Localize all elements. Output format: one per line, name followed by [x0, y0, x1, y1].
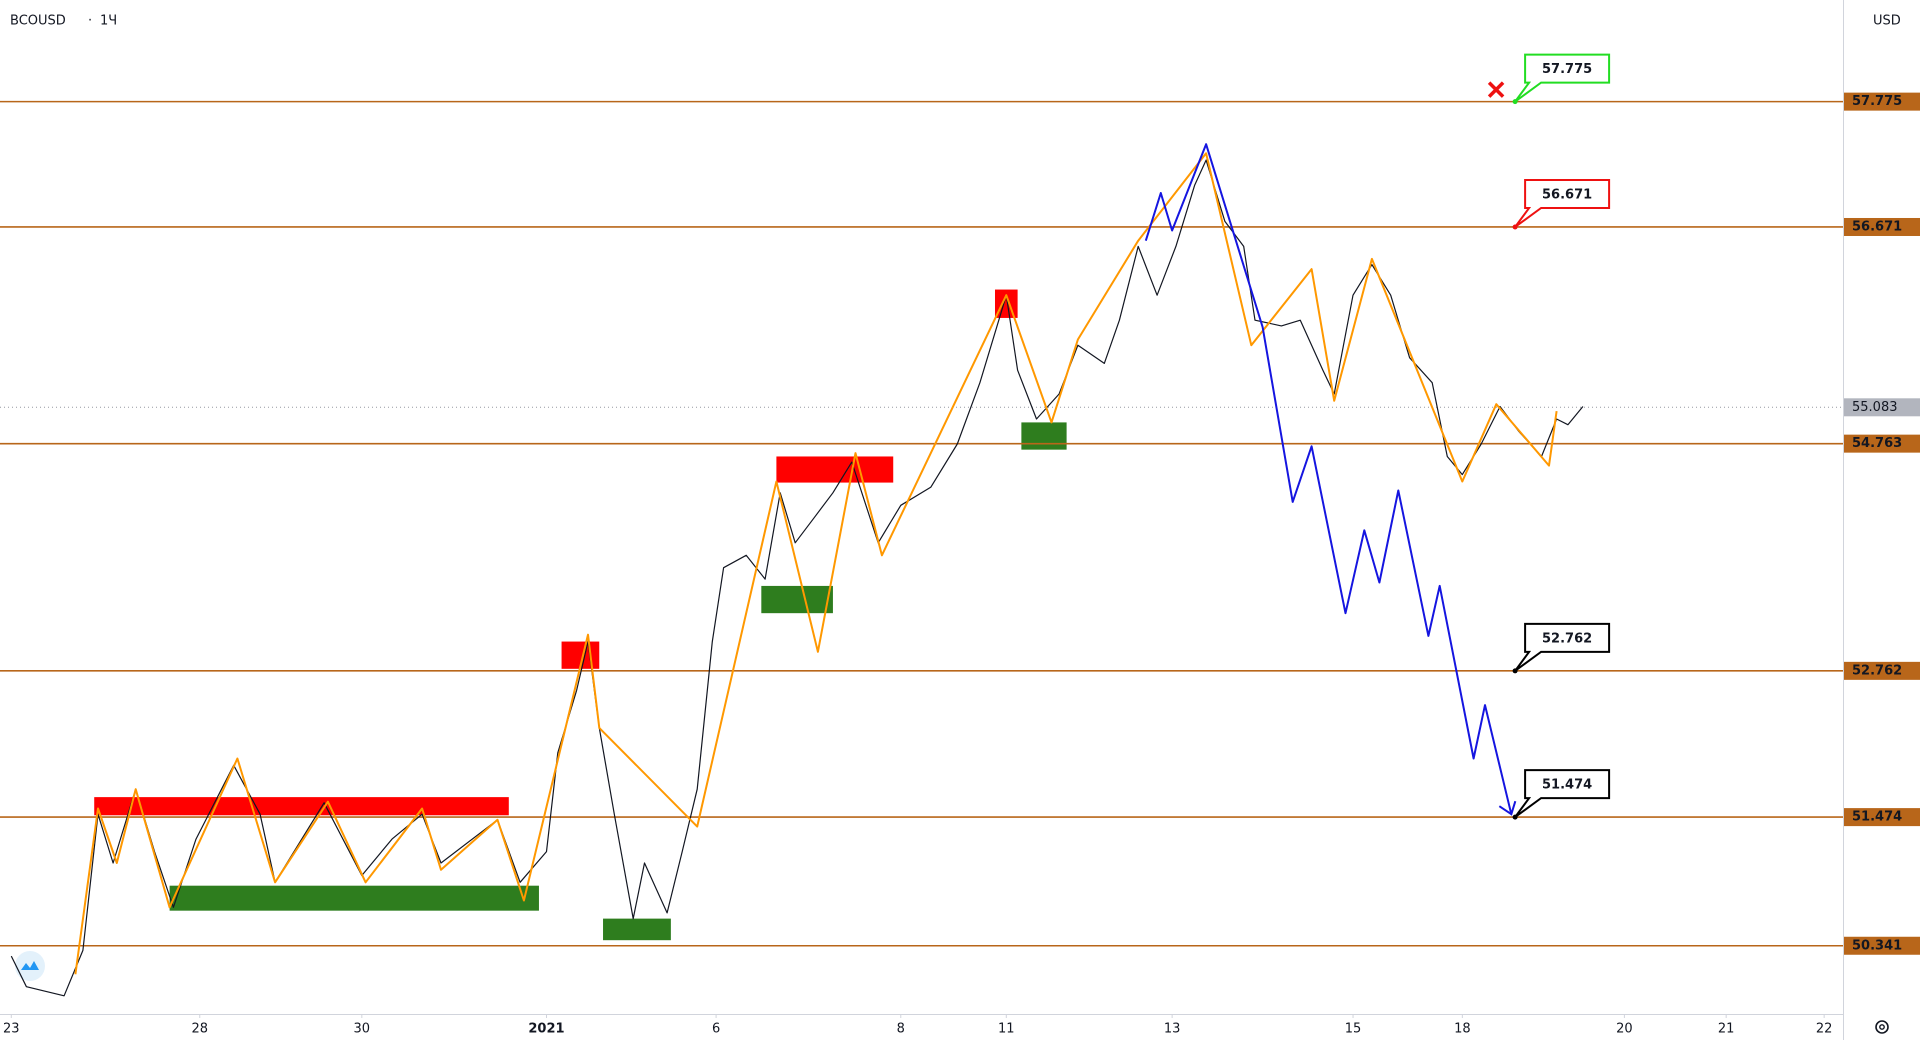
zone	[603, 918, 671, 941]
x-tick-label: 20	[1616, 1022, 1633, 1037]
callout-label: 56.671	[1542, 187, 1592, 202]
price-axis-bg	[1843, 0, 1920, 1040]
x-tick-label: 13	[1164, 1022, 1181, 1037]
gear-center	[1879, 1024, 1885, 1030]
level-price-label: 50.341	[1852, 938, 1902, 953]
level-price-label: 56.671	[1852, 219, 1902, 234]
header-bg	[0, 8, 140, 32]
callout-label: 57.775	[1542, 62, 1592, 77]
logo-mark	[21, 961, 39, 970]
currency: USD	[1873, 14, 1901, 29]
settings-button[interactable]	[1875, 1020, 1889, 1034]
callout-box	[1514, 178, 1611, 228]
separator-dot: ·	[88, 14, 92, 29]
level-price-box	[1844, 434, 1920, 453]
x-tick-label: 8	[897, 1022, 905, 1037]
current-price-box	[1844, 398, 1920, 417]
zone	[94, 797, 509, 816]
level-price-box	[1844, 661, 1920, 680]
zone	[776, 456, 894, 483]
level-price-box	[1844, 936, 1920, 955]
x-tick-label: 15	[1345, 1022, 1362, 1037]
zone	[761, 585, 833, 614]
callout-label: 51.474	[1542, 778, 1592, 793]
layer: 50.00050.50051.00051.50052.00052.50053.0…	[0, 69, 1899, 1037]
projection-line	[1144, 143, 1513, 815]
layer: 57.775 56.671 52.762 51.474 57.775 56.671 54.7…	[0, 8, 1920, 997]
x-tick-label: 6	[712, 1022, 720, 1037]
interval: 1Ч	[100, 14, 117, 29]
zone	[169, 885, 539, 911]
callout-box	[1514, 769, 1611, 818]
x-tick-label: 23	[3, 1022, 20, 1037]
callout-box	[1514, 53, 1611, 103]
x-tick-label: 2021	[528, 1022, 564, 1037]
x-tick-label: 30	[354, 1022, 371, 1037]
level-price-label: 52.762	[1852, 663, 1902, 678]
level-price-label: 57.775	[1852, 94, 1902, 109]
logo[interactable]	[15, 951, 45, 981]
x-tick-label: 21	[1718, 1022, 1735, 1037]
cancel-mark	[1487, 81, 1505, 98]
callout-label: 52.762	[1542, 631, 1592, 646]
level-price-box	[1844, 808, 1920, 827]
zone	[1021, 422, 1067, 450]
level-price-label: 51.474	[1852, 810, 1902, 825]
currency-bg	[1844, 8, 1920, 34]
level-price-box	[1844, 92, 1920, 111]
zigzag-line	[74, 152, 1558, 975]
callout-box	[1514, 622, 1611, 672]
x-tick-label: 18	[1454, 1022, 1471, 1037]
x-tick-label: 28	[191, 1022, 208, 1037]
projection-arrow	[1498, 800, 1517, 816]
price-line	[10, 159, 1584, 997]
x-tick-label: 11	[998, 1022, 1015, 1037]
logo-bg	[15, 951, 45, 981]
x-tick-label: 22	[1816, 1022, 1833, 1037]
level-price-label: 54.763	[1852, 436, 1902, 451]
gear-ring	[1875, 1020, 1889, 1034]
current-price-label: 55.083	[1852, 400, 1898, 415]
level-price-box	[1844, 217, 1920, 236]
symbol: BCOUSD	[10, 14, 66, 29]
